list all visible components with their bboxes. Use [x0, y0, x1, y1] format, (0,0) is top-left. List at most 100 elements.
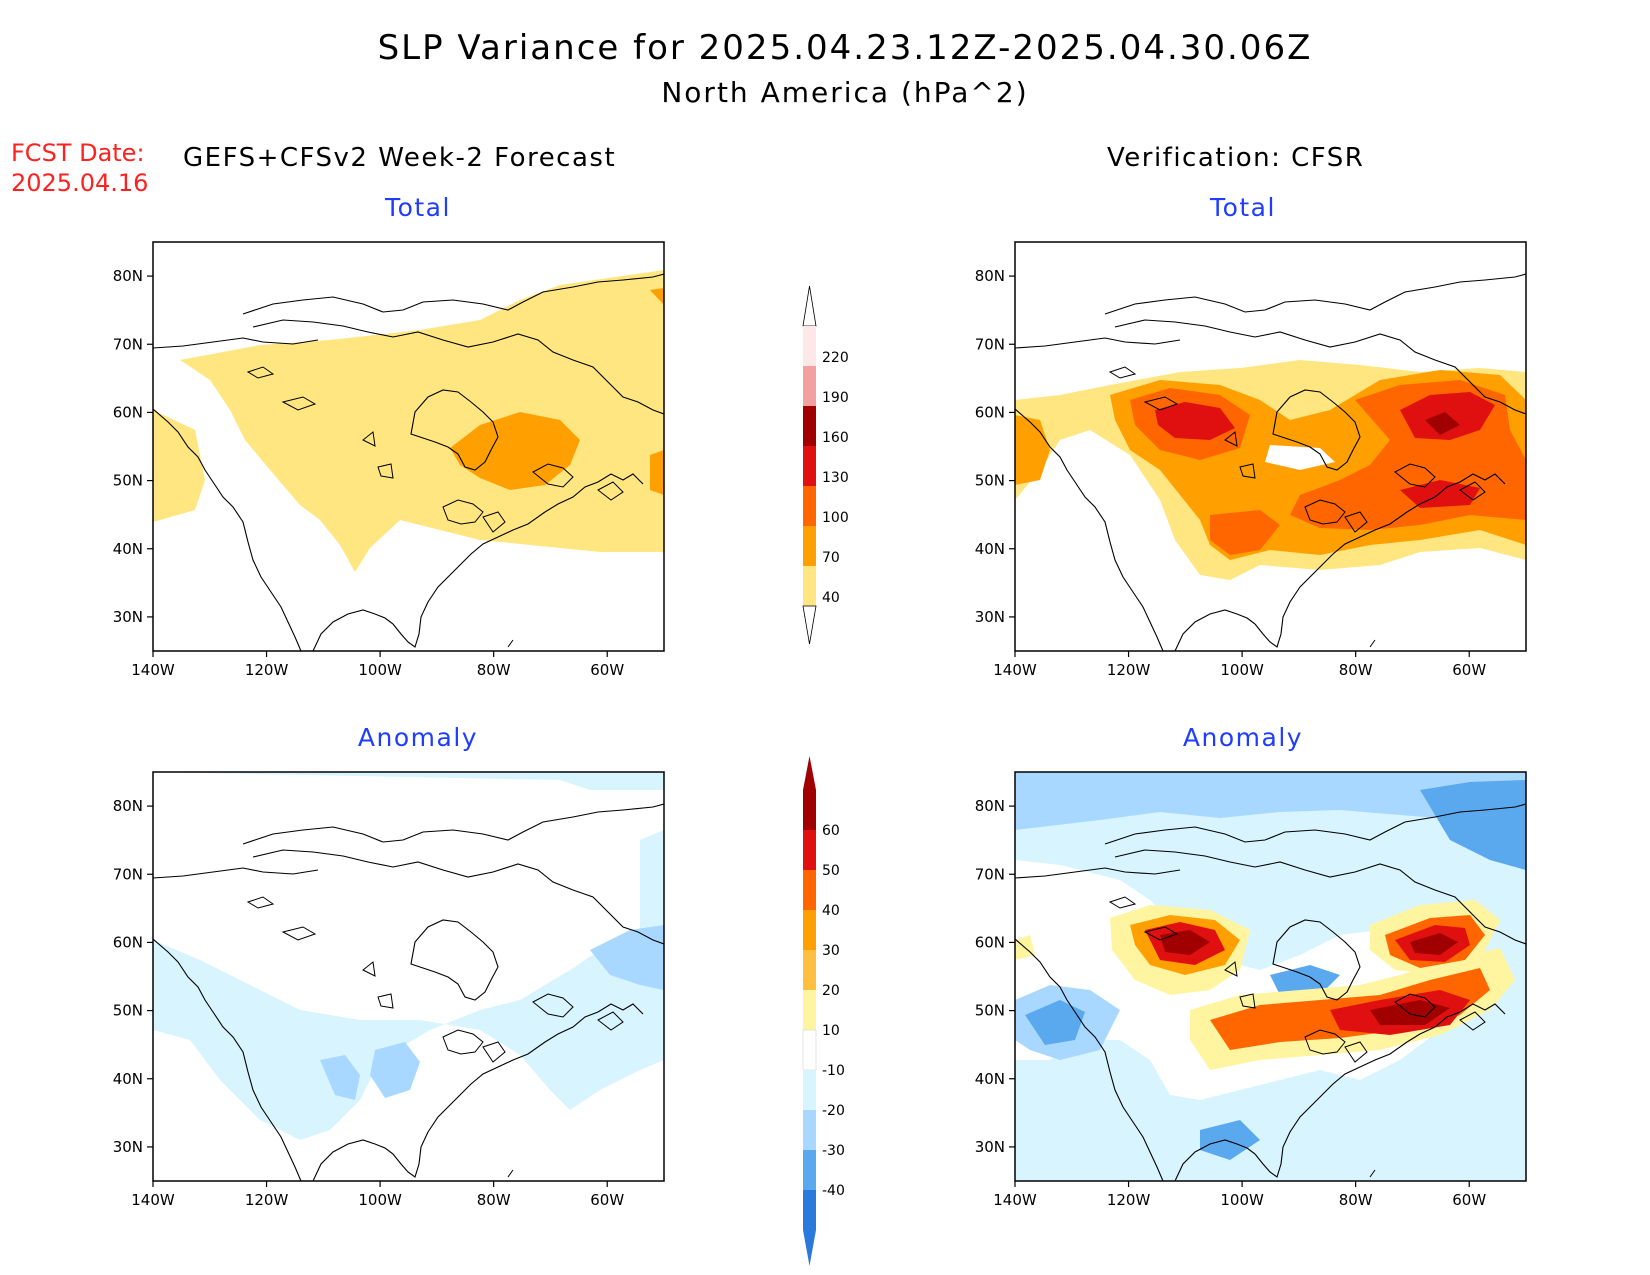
lon-tick-label: 60W — [590, 1191, 624, 1209]
main-subtitle: North America (hPa^2) — [661, 76, 1029, 109]
lat-tick-label: 60N — [975, 933, 1005, 951]
lon-tick-label: 140W — [993, 1191, 1037, 1209]
lat-tick-label: 60N — [113, 933, 143, 951]
contour-neg20-neg30-east — [590, 925, 664, 990]
lon-tick-label: 100W — [1220, 661, 1264, 679]
lat-tick-label: 40N — [975, 540, 1005, 558]
contour-neg10-neg20 — [153, 930, 664, 1140]
contour-neg20-neg30-north — [1015, 772, 1526, 830]
lon-tick-label: 120W — [245, 1191, 289, 1209]
colorbar-swatch — [803, 566, 816, 606]
colorbar-top-arrow — [802, 285, 817, 327]
lon-tick-label: 60W — [590, 661, 624, 679]
colorbar-label: 10 — [822, 1023, 840, 1039]
main-title: SLP Variance for 2025.04.23.12Z-2025.04.… — [377, 28, 1313, 68]
colorbar-label: 50 — [822, 863, 840, 879]
contour-neg30-neg40-west — [1025, 1000, 1085, 1045]
lon-tick-label: 140W — [993, 661, 1037, 679]
lat-tick-label: 30N — [113, 608, 143, 626]
colorbar-label: -20 — [822, 1103, 845, 1119]
colorbar-swatch — [803, 870, 816, 910]
map-frame — [152, 241, 665, 652]
contour-40-70-west — [153, 410, 205, 522]
lat-tick-label: 80N — [975, 267, 1005, 285]
lon-tick-label: 60W — [1452, 1191, 1486, 1209]
colorbar-label: 130 — [822, 470, 849, 486]
colorbar-label: 40 — [822, 590, 840, 606]
colorbar-swatch — [803, 1150, 816, 1190]
lat-tick-label: 40N — [113, 1070, 143, 1088]
fcst-date-value: 2025.04.16 — [11, 169, 149, 197]
colorbar-label: 40 — [822, 903, 840, 919]
map-frame — [1014, 241, 1527, 652]
lat-tick-label: 80N — [975, 797, 1005, 815]
forecast-header: GEFS+CFSv2 Week-2 Forecast — [183, 143, 617, 173]
lat-tick-label: 60N — [113, 403, 143, 421]
fcst-date-label: FCST Date: — [11, 139, 145, 167]
colorbar-swatch — [803, 1070, 816, 1110]
colorbar-swatch — [803, 486, 816, 526]
contour-neg30-neg40-greenland — [1420, 780, 1526, 870]
lat-tick-label: 40N — [975, 1070, 1005, 1088]
colorbar-swatch — [803, 326, 816, 366]
colorbar-label: 70 — [822, 550, 840, 566]
colorbar-label: 190 — [822, 390, 849, 406]
map-frame — [1014, 771, 1527, 1182]
colorbar-swatch — [803, 950, 816, 990]
contour-40-70 — [180, 270, 664, 572]
lon-tick-label: 80W — [477, 1191, 511, 1209]
map-forecast-anomaly — [152, 771, 665, 1182]
colorbar-label: 20 — [822, 983, 840, 999]
colorbar-swatch — [803, 830, 816, 870]
colorbar-label: 100 — [822, 510, 849, 526]
contour-neg30-neg40-south — [1200, 1120, 1260, 1160]
lat-tick-label: 80N — [113, 797, 143, 815]
low-variance-gap — [1265, 445, 1335, 470]
colorbar-swatch — [803, 790, 816, 830]
lon-tick-label: 120W — [1107, 661, 1151, 679]
lat-tick-label: 60N — [975, 403, 1005, 421]
colorbar-label: 160 — [822, 430, 849, 446]
contour-neg10-neg20-east — [640, 830, 664, 940]
lon-tick-label: 80W — [477, 661, 511, 679]
lat-tick-label: 70N — [975, 335, 1005, 353]
colorbar-swatch — [803, 1110, 816, 1150]
colorbar-bottom-arrow — [802, 605, 817, 645]
colorbar-swatch — [802, 1029, 817, 1071]
panel-title-forecast-anomaly: Anomaly — [357, 723, 479, 752]
verification-header: Verification: CFSR — [1107, 143, 1365, 173]
colorbar-total: 220 190 160 130 100 70 40 — [802, 285, 849, 645]
lat-tick-label: 50N — [975, 1002, 1005, 1020]
colorbar-anomaly: 60 50 40 30 20 10 -10 -20 -30 -40 — [802, 756, 845, 1266]
contour-70-100-north — [650, 288, 664, 305]
lat-tick-label: 80N — [113, 267, 143, 285]
colorbar-label: 30 — [822, 943, 840, 959]
colorbar-swatch — [803, 910, 816, 950]
contour-70-100-west — [1015, 415, 1050, 485]
lon-tick-label: 80W — [1339, 661, 1373, 679]
panel-title-verification-anomaly: Anomaly — [1182, 723, 1304, 752]
lat-tick-label: 70N — [113, 335, 143, 353]
colorbar-swatch — [803, 446, 816, 486]
lat-tick-label: 70N — [975, 865, 1005, 883]
contour-gt60-west — [1160, 930, 1210, 955]
map-verification-total — [1014, 241, 1527, 652]
colorbar-swatch — [803, 990, 816, 1030]
lat-tick-label: 40N — [113, 540, 143, 558]
lon-tick-label: 140W — [131, 661, 175, 679]
lat-tick-label: 50N — [113, 1002, 143, 1020]
lon-tick-label: 100W — [358, 1191, 402, 1209]
contour-neg20-neg30-b — [370, 1042, 420, 1098]
colorbar-label: -30 — [822, 1143, 845, 1159]
contour-130-160-west — [1155, 402, 1235, 440]
lon-tick-label: 100W — [1220, 1191, 1264, 1209]
colorbar-label: 60 — [822, 823, 840, 839]
contour-gt60-south — [1370, 1000, 1450, 1025]
colorbar-label: -40 — [822, 1183, 845, 1199]
map-verification-anomaly — [1014, 771, 1527, 1182]
contour-gt60-east — [1410, 933, 1458, 955]
lon-tick-label: 140W — [131, 1191, 175, 1209]
panel-title-forecast-total: Total — [385, 193, 451, 222]
lat-tick-label: 30N — [975, 608, 1005, 626]
